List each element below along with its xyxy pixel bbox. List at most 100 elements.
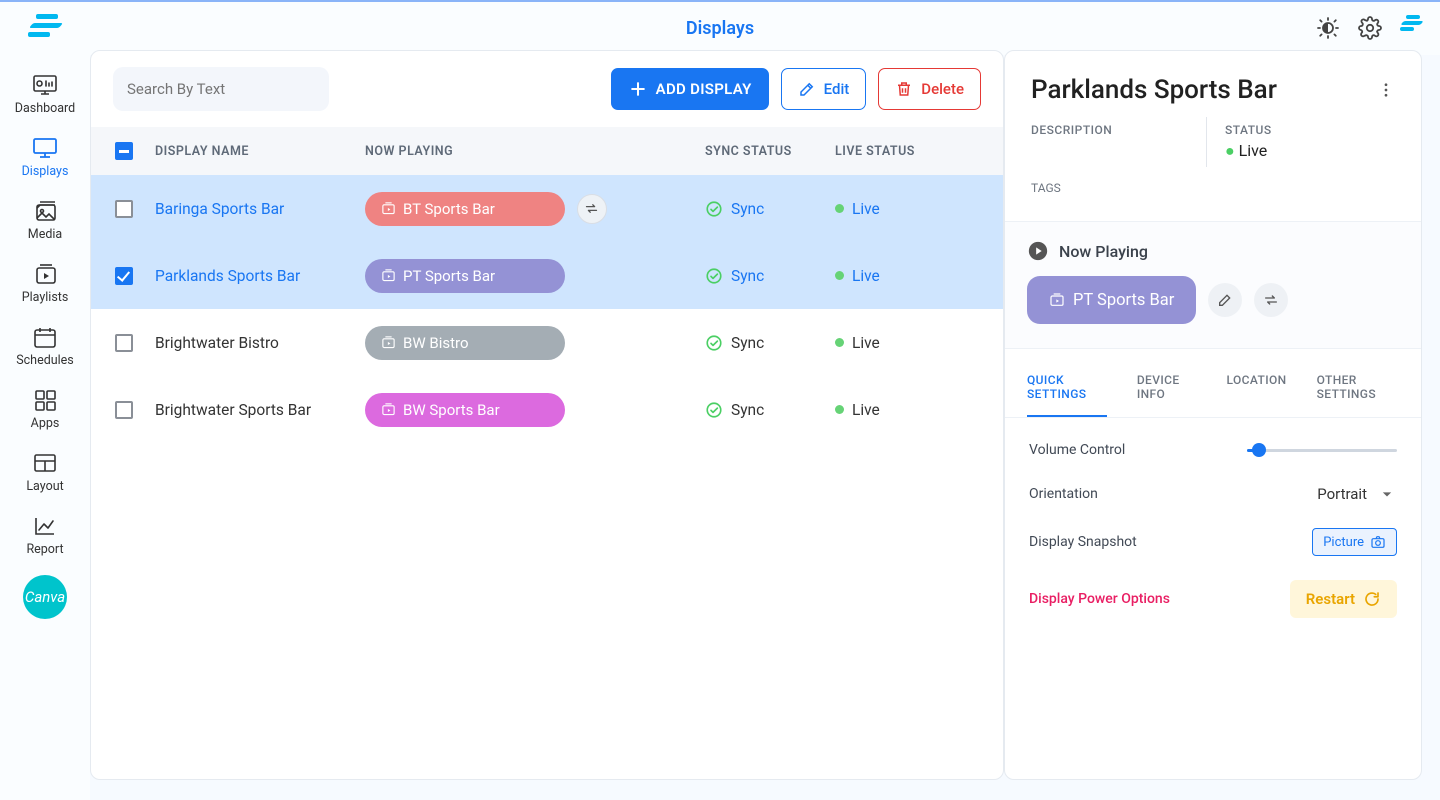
check-circle-icon <box>705 200 723 218</box>
volume-label: Volume Control <box>1029 442 1125 458</box>
power-options-label[interactable]: Display Power Options <box>1029 591 1170 607</box>
sidebar: Dashboard Displays Media Playlists Sched… <box>0 55 90 800</box>
sync-label: Sync <box>731 267 764 285</box>
sidebar-item-schedules[interactable]: Schedules <box>0 315 90 378</box>
tags-label: TAGS <box>1031 181 1395 195</box>
sidebar-item-label: Media <box>28 227 62 242</box>
sidebar-item-label: Schedules <box>16 353 74 368</box>
dropdown-icon <box>1377 484 1397 504</box>
table-row[interactable]: Parklands Sports Bar PT Sports Bar Sync … <box>91 242 1003 309</box>
orientation-value: Portrait <box>1317 485 1367 503</box>
row-checkbox[interactable] <box>115 401 133 419</box>
playlist-icon <box>381 201 396 216</box>
sidebar-item-report[interactable]: Report <box>0 504 90 567</box>
check-circle-icon <box>705 401 723 419</box>
col-now-playing: NOW PLAYING <box>365 144 705 159</box>
sidebar-item-label: Dashboard <box>15 101 75 116</box>
search-input-wrap[interactable] <box>113 67 329 111</box>
select-all-checkbox[interactable] <box>115 142 133 160</box>
brand-logo <box>28 14 58 44</box>
brand-logo-small[interactable] <box>1400 19 1422 41</box>
table-row[interactable]: Brightwater Bistro BW Bistro Sync Live <box>91 309 1003 376</box>
camera-icon <box>1370 534 1386 550</box>
sidebar-item-media[interactable]: Media <box>0 189 90 252</box>
now-playing-pill[interactable]: BW Bistro <box>365 326 565 360</box>
now-playing-section: Now Playing PT Sports Bar <box>1005 221 1421 349</box>
sync-label: Sync <box>731 200 764 218</box>
edit-now-playing-button[interactable] <box>1208 283 1242 317</box>
picture-button[interactable]: Picture <box>1312 528 1397 556</box>
sidebar-item-label: Displays <box>22 164 69 179</box>
swap-now-playing-button[interactable] <box>1254 283 1288 317</box>
page-title: Displays <box>686 18 754 39</box>
table-row[interactable]: Brightwater Sports Bar BW Sports Bar Syn… <box>91 376 1003 443</box>
sync-label: Sync <box>731 401 764 419</box>
col-live-status: LIVE STATUS <box>835 144 955 159</box>
playlist-icon <box>381 402 396 417</box>
live-dot <box>835 338 844 347</box>
sidebar-item-label: Apps <box>31 416 60 431</box>
edit-button[interactable]: Edit <box>781 68 867 110</box>
check-circle-icon <box>705 334 723 352</box>
volume-slider[interactable] <box>1247 440 1397 460</box>
row-checkbox[interactable] <box>115 334 133 352</box>
orientation-label: Orientation <box>1029 486 1098 502</box>
now-playing-pill[interactable]: BW Sports Bar <box>365 393 565 427</box>
swap-button[interactable] <box>577 194 607 224</box>
restart-icon <box>1363 590 1381 608</box>
orientation-select[interactable]: Portrait <box>1317 484 1397 504</box>
tab-quick-settings[interactable]: QUICK SETTINGS <box>1027 363 1107 417</box>
status-value: ● Live <box>1225 141 1272 161</box>
search-input[interactable] <box>127 80 326 98</box>
sidebar-item-playlists[interactable]: Playlists <box>0 252 90 315</box>
detail-title: Parklands Sports Bar <box>1031 75 1277 105</box>
edit-label: Edit <box>824 80 850 98</box>
now-playing-pill[interactable]: PT Sports Bar <box>365 259 565 293</box>
playlist-icon <box>381 268 396 283</box>
delete-label: Delete <box>921 80 964 98</box>
sidebar-item-displays[interactable]: Displays <box>0 126 90 189</box>
trash-icon <box>895 80 913 98</box>
delete-button[interactable]: Delete <box>878 68 981 110</box>
now-playing-pill[interactable]: PT Sports Bar <box>1027 276 1196 324</box>
row-display-name: Baringa Sports Bar <box>155 200 284 218</box>
live-label: Live <box>852 200 880 218</box>
table-row[interactable]: Baringa Sports Bar BT Sports Bar Sync Li… <box>91 175 1003 242</box>
table-header: DISPLAY NAME NOW PLAYING SYNC STATUS LIV… <box>91 127 1003 175</box>
now-playing-pill[interactable]: BT Sports Bar <box>365 192 565 226</box>
sidebar-item-label: Layout <box>26 479 63 494</box>
pill-label: BT Sports Bar <box>403 200 495 218</box>
row-display-name: Parklands Sports Bar <box>155 267 300 285</box>
now-playing-pill-label: PT Sports Bar <box>1073 291 1174 310</box>
picture-label: Picture <box>1323 535 1364 550</box>
check-circle-icon <box>705 267 723 285</box>
gear-icon[interactable] <box>1358 16 1382 44</box>
sidebar-item-label: Report <box>26 542 63 557</box>
sidebar-item-apps[interactable]: Apps <box>0 378 90 441</box>
kebab-icon <box>1377 81 1395 99</box>
add-display-button[interactable]: Add Display <box>611 68 769 110</box>
tab-device-info[interactable]: DEVICE INFO <box>1137 363 1197 417</box>
restart-button[interactable]: Restart <box>1290 580 1397 618</box>
live-label: Live <box>852 401 880 419</box>
now-playing-label: Now Playing <box>1059 242 1148 261</box>
pencil-icon <box>798 80 816 98</box>
add-display-label: Add Display <box>656 80 752 98</box>
sync-label: Sync <box>731 334 764 352</box>
theme-toggle-icon[interactable] <box>1316 16 1340 44</box>
canva-button[interactable]: Canva <box>23 575 67 619</box>
tab-location[interactable]: LOCATION <box>1226 363 1286 417</box>
more-menu-button[interactable] <box>1377 75 1395 103</box>
sidebar-item-dashboard[interactable]: Dashboard <box>0 63 90 126</box>
topbar: Displays <box>0 0 1440 55</box>
row-checkbox[interactable] <box>115 267 133 285</box>
snapshot-label: Display Snapshot <box>1029 534 1137 550</box>
canva-label: Canva <box>25 588 65 606</box>
tab-other-settings[interactable]: OTHER SETTINGS <box>1317 363 1399 417</box>
row-checkbox[interactable] <box>115 200 133 218</box>
sidebar-item-layout[interactable]: Layout <box>0 441 90 504</box>
live-dot <box>835 405 844 414</box>
detail-panel: Parklands Sports Bar DESCRIPTION STATUS … <box>1004 50 1422 780</box>
live-dot <box>835 204 844 213</box>
live-label: Live <box>852 334 880 352</box>
